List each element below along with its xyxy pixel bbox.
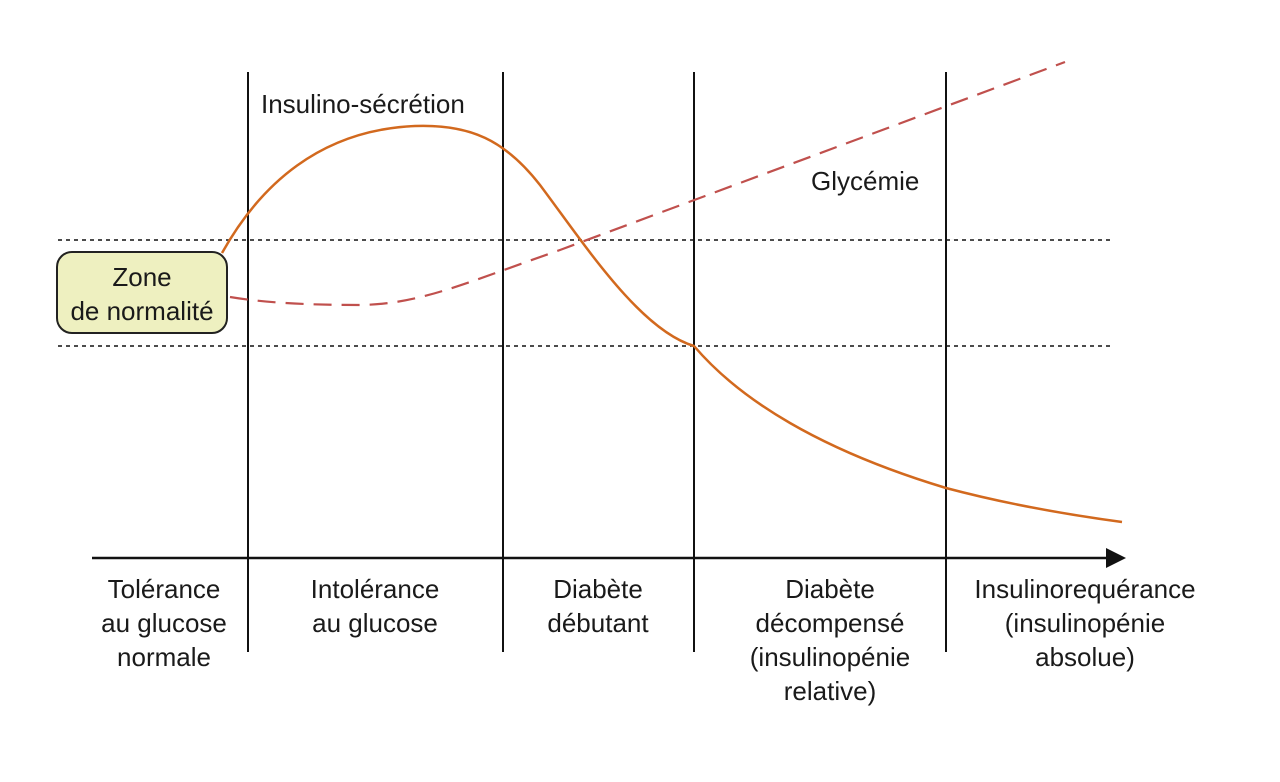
insulin-secretion-label: Insulino-sécrétion — [261, 89, 465, 119]
stage-early-diabetes: Diabète débutant — [508, 572, 688, 640]
stage-label-line: Tolérance — [107, 574, 221, 604]
stage-label-line: relative) — [783, 676, 877, 706]
stage-label-line: Intolérance — [310, 574, 440, 604]
normal-zone-box: Zone de normalité — [56, 251, 228, 334]
stage-label-line: normale — [117, 642, 211, 672]
stage-label-line: Diabète — [785, 574, 875, 604]
stage-label-line: décompensé — [755, 608, 905, 638]
glycemia-label: Glycémie — [811, 166, 920, 196]
insulin-secretion-curve — [220, 124, 1123, 524]
stage-label-line: Diabète — [553, 574, 643, 604]
stage-label-line: absolue) — [1035, 642, 1135, 672]
stage-label-line: Insulinorequérance — [974, 574, 1196, 604]
stage-glucose-intolerance: Intolérance au glucose — [275, 572, 475, 640]
normal-zone-box-fill — [56, 251, 228, 334]
stage-normal-glucose-tolerance: Tolérance au glucose normale — [74, 572, 254, 674]
stage-label-line: débutant — [547, 608, 649, 638]
time-axis-arrowhead — [1106, 548, 1126, 568]
stage-label-line: au glucose — [101, 608, 227, 638]
stage-label-line: au glucose — [312, 608, 438, 638]
glycemia-curve — [229, 60, 1066, 307]
stage-label-line: (insulinopénie — [1004, 608, 1166, 638]
normal-zone-label-line1: Zone — [112, 262, 172, 292]
stage-decompensated-diabetes: Diabète décompensé (insulinopénie relati… — [720, 572, 940, 708]
stage-insulin-requirement: Insulinorequérance (insulinopénie absolu… — [955, 572, 1215, 674]
normal-zone-label-line2: de normalité — [70, 296, 214, 326]
stage-label-line: (insulinopénie — [749, 642, 911, 672]
